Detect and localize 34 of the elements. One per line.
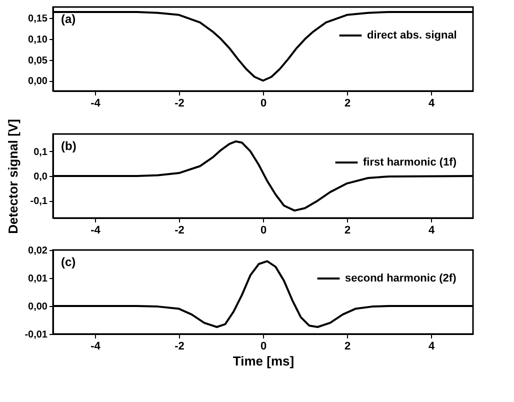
x-tick-label: 2: [344, 340, 351, 352]
x-tick-label: -2: [174, 98, 184, 110]
x-tick-label: 0: [260, 224, 267, 236]
y-tick-label: 0,00: [28, 302, 48, 312]
legend-label: first harmonic (1f): [363, 156, 457, 168]
y-tick-label: -0,01: [24, 330, 48, 340]
x-tick-label: -4: [90, 98, 102, 110]
x-tick-label: 4: [428, 98, 436, 110]
x-tick-label: -2: [174, 224, 184, 236]
legend-label: direct abs. signal: [367, 30, 457, 42]
y-tick-label: 0,05: [28, 55, 48, 66]
y-tick-label: 0,02: [28, 246, 48, 256]
y-axis-title: Detector signal [V]: [5, 119, 20, 234]
x-tick-label: -4: [90, 340, 102, 352]
legend-label: second harmonic (2f): [345, 272, 457, 284]
x-axis-title: Time [ms]: [232, 354, 294, 368]
x-tick-label: 0: [260, 98, 267, 110]
annotation: (b): [61, 139, 76, 153]
x-tick-label: 4: [428, 224, 436, 236]
y-tick-label: 0,15: [28, 14, 48, 25]
x-tick-label: 4: [428, 340, 436, 352]
y-tick-label: 0,00: [28, 76, 48, 88]
x-tick-label: 2: [344, 224, 351, 236]
y-tick-label: -0,1: [30, 196, 48, 208]
x-tick-label: 0: [260, 340, 267, 352]
y-tick-label: 0,01: [28, 274, 48, 284]
annotation: (c): [61, 255, 76, 269]
y-tick-label: 0,1: [34, 146, 48, 158]
y-tick-label: 0,10: [28, 34, 48, 46]
x-tick-label: 2: [344, 98, 351, 110]
y-tick-label: 0,0: [34, 172, 48, 182]
annotation: (a): [61, 12, 76, 26]
x-tick-label: -2: [174, 340, 184, 352]
x-tick-label: -4: [90, 224, 102, 236]
